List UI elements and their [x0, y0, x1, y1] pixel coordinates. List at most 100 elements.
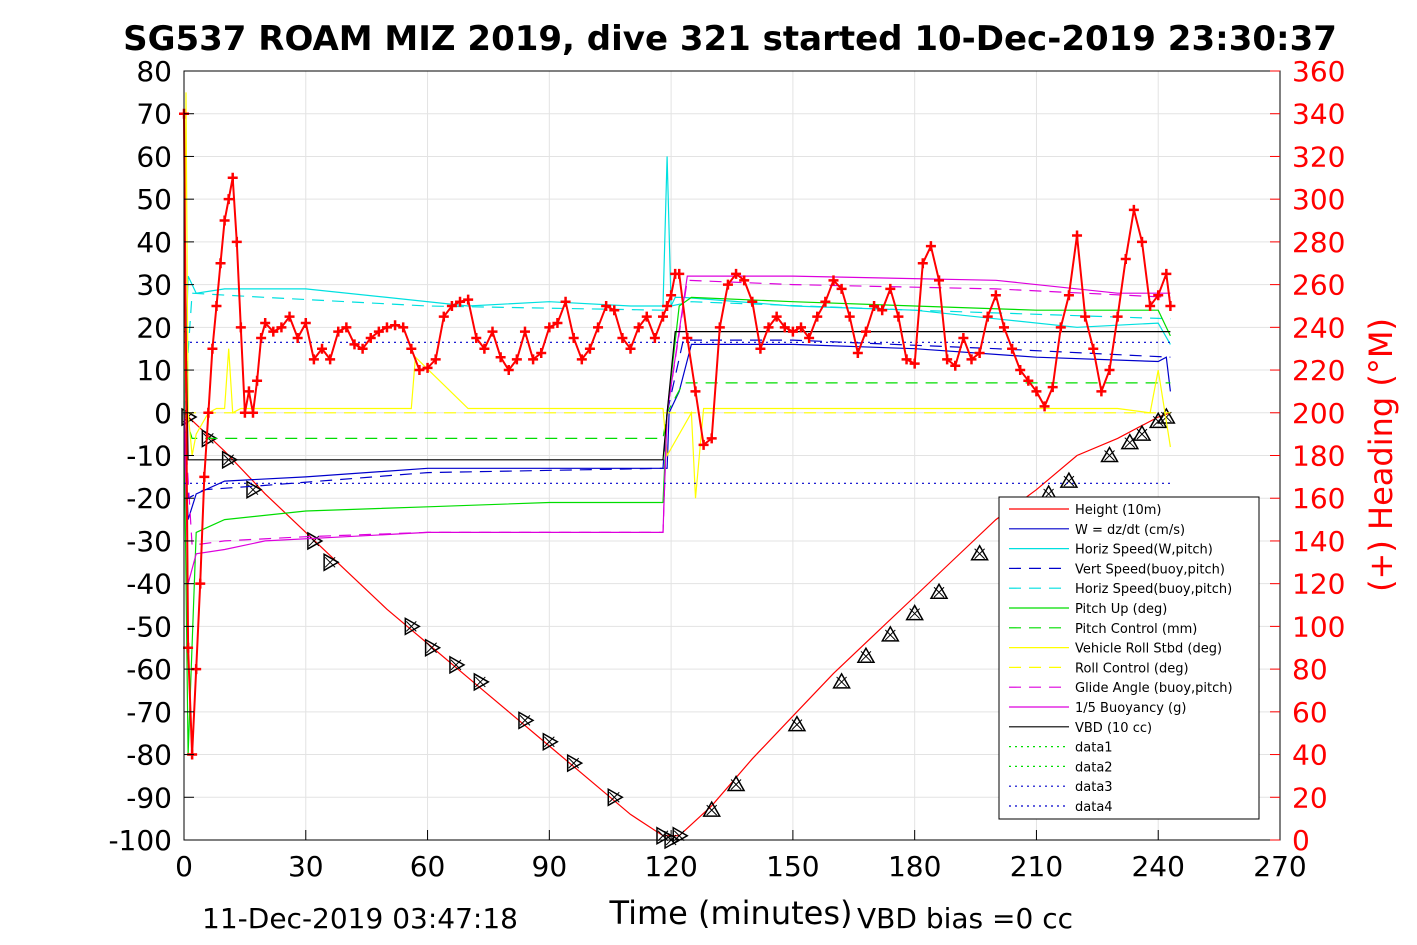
heading-point [528, 354, 539, 365]
y-right-tick-label: 120 [1292, 568, 1345, 601]
series-vert-speed-buoy-pitch [183, 339, 1171, 500]
y-right-tick-label: 60 [1292, 696, 1328, 729]
heading-point [1031, 386, 1042, 397]
y-left-tick-label: 10 [136, 354, 172, 387]
y-left-tick-label: 80 [136, 55, 172, 88]
dive-marker-cross [791, 719, 803, 731]
heading-point [674, 268, 685, 279]
series-layer [179, 92, 1176, 850]
heading-point [438, 311, 449, 322]
y-right-tick-label: 280 [1292, 226, 1345, 259]
heading-point [300, 318, 311, 329]
dive-marker-cross [1124, 437, 1136, 449]
y-right-tick-label: 140 [1292, 525, 1345, 558]
dive-marker-cross [909, 608, 921, 619]
heading-point [852, 347, 863, 358]
dive-marker-cross [884, 629, 896, 641]
heading-point [211, 300, 222, 311]
dive-marker-cross [1104, 450, 1115, 461]
y-left-tick-label: 20 [136, 311, 172, 344]
dive-marker-cross [568, 757, 580, 769]
y-left-tick-label: -80 [126, 739, 172, 772]
heading-point [243, 386, 254, 397]
heading-point [487, 326, 498, 337]
heading-point [1063, 290, 1074, 301]
dive-marker [905, 604, 924, 621]
y-right-tick-label: 100 [1292, 610, 1345, 643]
legend-label: data4 [1075, 800, 1113, 815]
heading-point [812, 311, 823, 322]
heading-point [779, 322, 790, 333]
heading-point [260, 318, 271, 329]
heading-point [381, 322, 392, 333]
heading-point [333, 326, 344, 337]
dive-marker [832, 672, 851, 689]
dive-marker [1132, 424, 1152, 441]
heading-point [593, 322, 604, 333]
heading-point [317, 343, 328, 354]
series-line [183, 339, 1171, 500]
legend-label: Pitch Control (mm) [1075, 622, 1197, 637]
y-left-tick-label: -40 [126, 568, 172, 601]
dive-marker-cross [426, 642, 437, 654]
y-left-tick-label: 60 [136, 140, 172, 173]
heading-point [268, 326, 279, 337]
dive-marker-cross [519, 715, 531, 726]
heading-point [349, 339, 360, 350]
heading-point [422, 362, 433, 373]
legend-label: data3 [1075, 780, 1113, 795]
heading-point [787, 326, 798, 337]
legend-label: W = dz/dt (cm/s) [1075, 523, 1185, 538]
y-left-tick-label: -100 [108, 824, 172, 857]
axis-ticks: 0 30 60 90 120 150 180 210 240 270-100-90-80-70-6… [108, 55, 1345, 883]
heading-point [649, 333, 660, 344]
dive-marker [542, 732, 559, 752]
heading-point [666, 290, 677, 301]
heading-point [414, 365, 425, 376]
dive-marker-cross [974, 548, 985, 560]
dive-marker [881, 625, 900, 642]
legend-label: data1 [1075, 741, 1113, 756]
dive-marker [404, 617, 421, 636]
heading-point [219, 215, 230, 226]
heading-point [617, 333, 628, 344]
heading-point [1145, 300, 1156, 311]
legend-box [998, 496, 1260, 820]
y-right-tick-label: 20 [1292, 781, 1328, 814]
heading-point [1039, 401, 1050, 412]
heading-point [966, 354, 977, 365]
heading-point [203, 407, 214, 418]
dive-marker-cross [474, 676, 486, 688]
series-heading-m [179, 108, 1176, 760]
heading-point [885, 283, 896, 294]
heading-point [662, 300, 673, 311]
y-right-tick-label: 260 [1292, 269, 1345, 302]
series-line [183, 382, 1171, 439]
heading-point [1128, 204, 1139, 215]
dive-marker-cross [1063, 475, 1075, 487]
dive-marker [856, 646, 876, 664]
x-tick-label: 30 [288, 850, 324, 883]
series-dive-markers [181, 407, 1176, 850]
series-horiz-speed-buoy-pitch [183, 292, 1171, 413]
y-left-tick-label: 40 [136, 226, 172, 259]
heading-point [601, 300, 612, 311]
heading-point [223, 194, 234, 205]
dive-marker-cross [706, 804, 718, 816]
heading-point [231, 236, 242, 247]
y-right-tick-label: 340 [1292, 98, 1345, 131]
heading-point [292, 333, 303, 344]
y-right-tick-label: 320 [1292, 140, 1345, 173]
heading-point [755, 343, 766, 354]
dive-marker [787, 715, 807, 732]
heading-point [398, 322, 409, 333]
y-right-tick-label: 360 [1292, 55, 1345, 88]
legend-label: data2 [1075, 760, 1113, 775]
heading-point [430, 354, 441, 365]
y-left-tick-label: -10 [126, 440, 172, 473]
x-tick-label: 0 [175, 850, 193, 883]
y-right-tick-label: 0 [1292, 824, 1310, 857]
legend-label: Glide Angle (buoy,pitch) [1075, 681, 1233, 696]
y-left-tick-label: -30 [126, 525, 172, 558]
y-right-tick-label: 180 [1292, 440, 1345, 473]
